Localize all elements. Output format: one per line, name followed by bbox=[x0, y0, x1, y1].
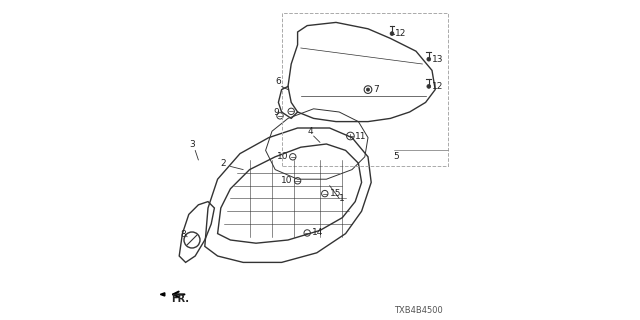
Text: 11: 11 bbox=[355, 132, 367, 140]
Text: 15: 15 bbox=[330, 189, 341, 198]
Circle shape bbox=[390, 32, 394, 36]
Polygon shape bbox=[160, 293, 165, 296]
Text: 12: 12 bbox=[432, 82, 444, 91]
Text: 6: 6 bbox=[275, 77, 281, 86]
Text: 3: 3 bbox=[189, 140, 195, 148]
Circle shape bbox=[427, 57, 431, 61]
Text: 10: 10 bbox=[276, 152, 288, 161]
Text: FR.: FR. bbox=[172, 294, 189, 304]
Text: 7: 7 bbox=[372, 85, 378, 94]
Text: 5: 5 bbox=[394, 152, 399, 161]
Text: 10: 10 bbox=[282, 176, 292, 185]
Text: 8: 8 bbox=[181, 230, 186, 239]
Text: 13: 13 bbox=[432, 55, 444, 64]
Circle shape bbox=[366, 88, 370, 91]
Text: TXB4B4500: TXB4B4500 bbox=[394, 306, 442, 315]
Text: 9: 9 bbox=[274, 108, 279, 116]
Text: 1: 1 bbox=[339, 194, 345, 203]
Circle shape bbox=[427, 84, 431, 88]
Text: 14: 14 bbox=[312, 228, 323, 237]
Text: 2: 2 bbox=[221, 159, 227, 168]
Text: 12: 12 bbox=[396, 29, 406, 38]
Text: 4: 4 bbox=[307, 127, 313, 136]
